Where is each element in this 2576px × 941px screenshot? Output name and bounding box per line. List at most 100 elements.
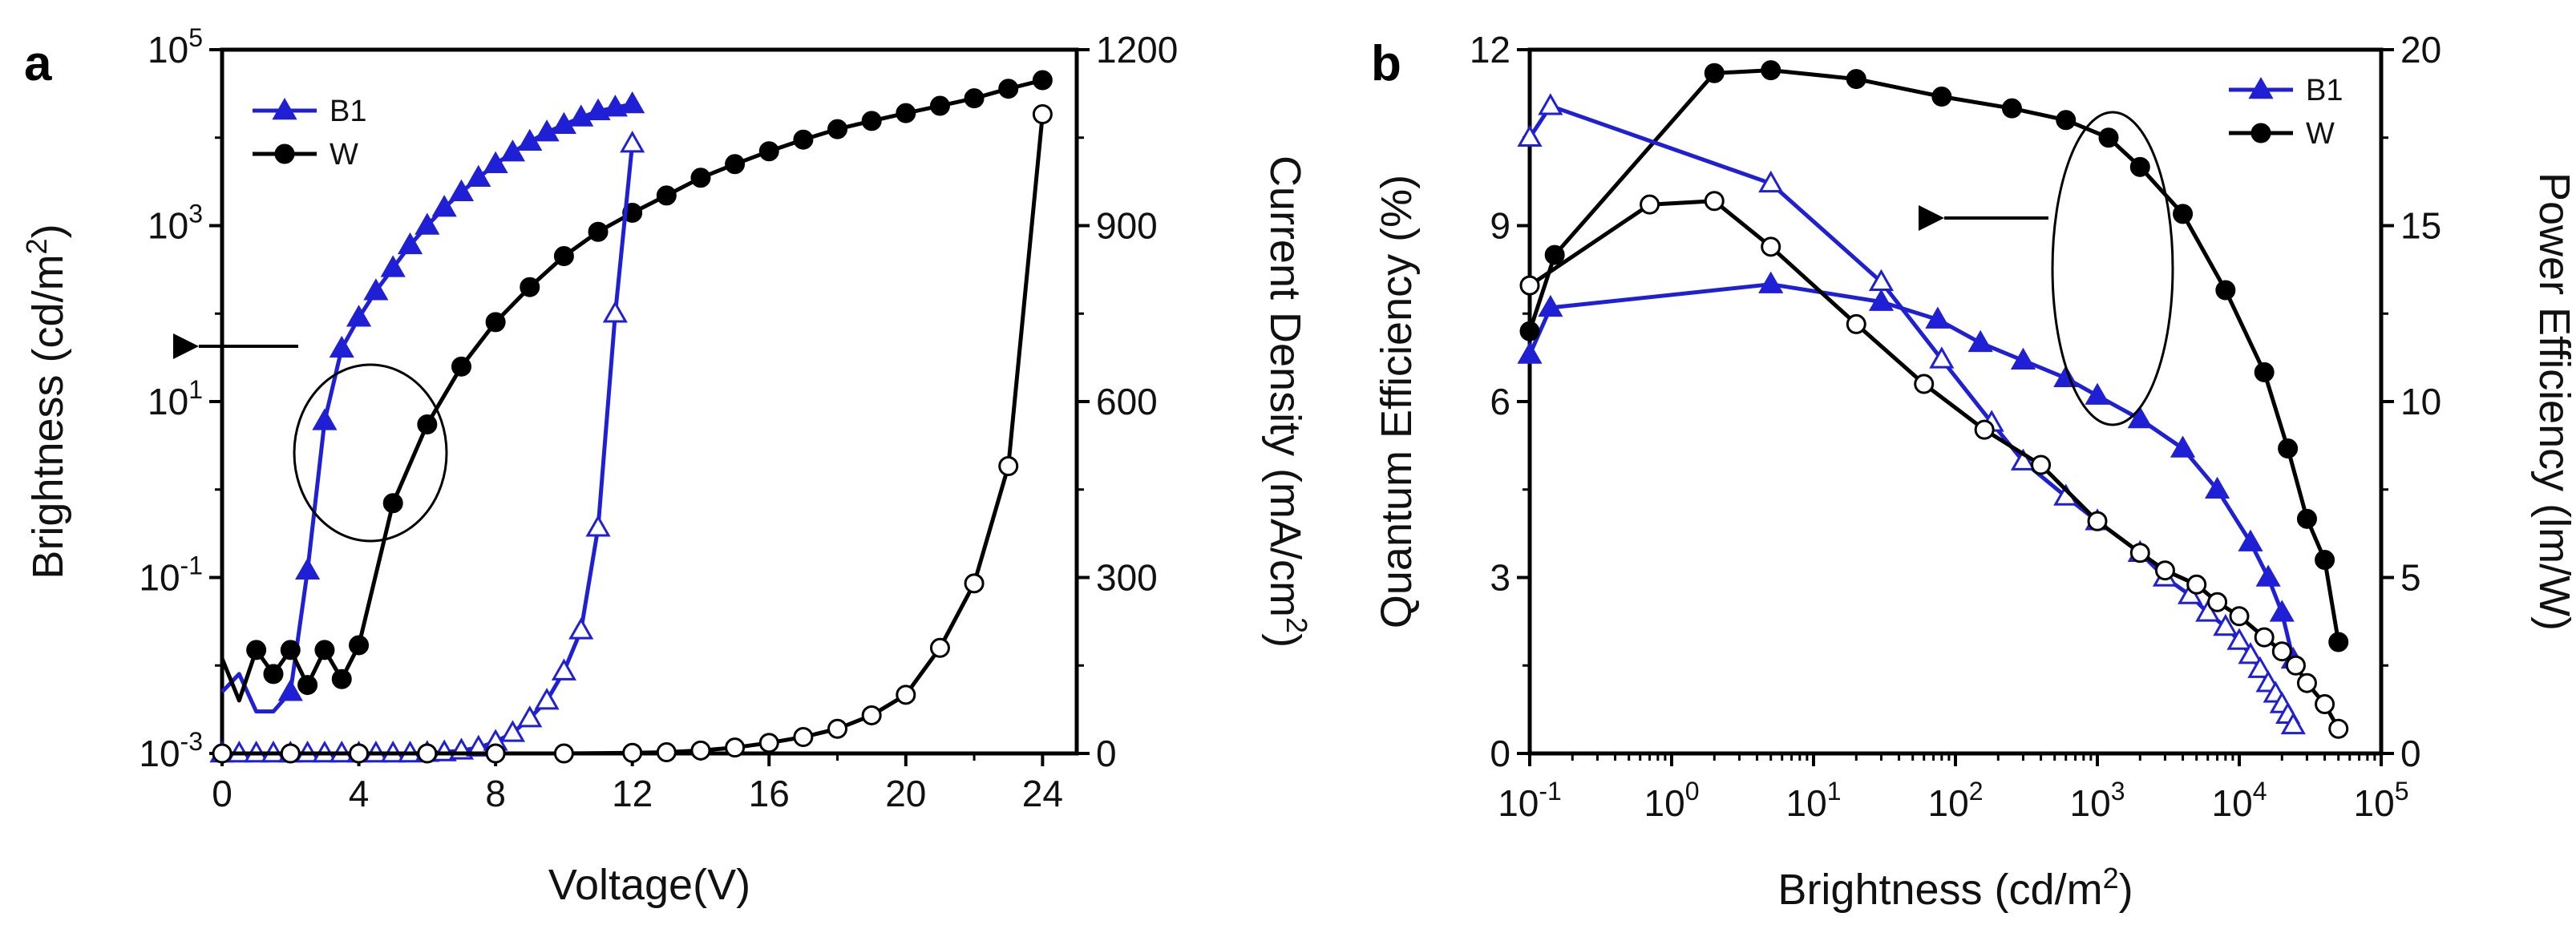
y-right-tick-label-b: 0 <box>2400 733 2421 774</box>
data-point-b-1 <box>1704 63 1725 83</box>
data-point-b-2 <box>2280 712 2306 735</box>
y-left-axis-title-a: Brightness (cd/m2) <box>20 224 72 579</box>
x-tick-label-a: 24 <box>1022 773 1063 814</box>
series-b-1 <box>1519 60 2349 652</box>
x-tick-label-a: 16 <box>749 773 790 814</box>
legend-label-b: B1 <box>2306 74 2343 107</box>
data-point-a-2 <box>517 705 543 728</box>
data-point-b-2 <box>1538 93 1563 115</box>
data-point-a-3 <box>861 705 882 725</box>
data-point-a-2 <box>431 739 457 761</box>
x-tick-label-b: 101 <box>1786 777 1842 824</box>
data-point-b-3 <box>2328 718 2349 739</box>
data-point-a-0 <box>363 278 389 301</box>
data-point-b-1 <box>2098 127 2119 148</box>
data-point-a-1 <box>314 640 335 660</box>
y-left-axis-title-b: Quantum Efficiency (%) <box>1373 175 1421 628</box>
data-point-a-1 <box>793 129 814 150</box>
data-point-a-1 <box>929 95 950 116</box>
data-point-a-0 <box>346 305 372 327</box>
data-point-a-3 <box>690 740 711 761</box>
data-point-b-1 <box>2296 508 2317 529</box>
data-point-a-1 <box>263 664 284 685</box>
data-point-b-3 <box>2271 641 2292 662</box>
x-tick-label-a: 12 <box>612 773 653 814</box>
data-point-a-0 <box>534 119 560 142</box>
data-point-a-0 <box>397 232 423 255</box>
data-point-b-1 <box>1544 244 1565 265</box>
data-point-a-1 <box>246 640 267 660</box>
highlight-ellipse-a <box>293 363 448 543</box>
data-point-a-1 <box>451 356 471 377</box>
data-point-a-2 <box>568 617 594 640</box>
data-point-b-0 <box>2269 600 2295 622</box>
data-point-a-0 <box>585 98 611 120</box>
panel-a-label: a <box>24 36 52 91</box>
x-tick-label-b: 100 <box>1644 777 1700 824</box>
data-point-b-0 <box>1758 271 1784 293</box>
y-left-tick-label-b: 9 <box>1490 205 1510 247</box>
x-axis-title-b: Brightness (cd/m2) <box>1777 862 2133 914</box>
x-tick-label-b: 103 <box>2070 777 2125 824</box>
data-point-a-1 <box>297 675 318 696</box>
data-point-a-1 <box>725 154 746 175</box>
data-point-a-1 <box>485 312 506 333</box>
data-point-a-1 <box>827 119 848 139</box>
data-point-b-1 <box>2328 632 2349 652</box>
data-point-b-1 <box>2001 98 2022 119</box>
data-point-a-3 <box>827 718 848 739</box>
data-point-a-1 <box>417 414 438 434</box>
data-point-b-0 <box>1517 341 1543 364</box>
data-point-b-3 <box>1974 419 1995 440</box>
data-point-a-3 <box>553 743 574 764</box>
x-tick-label-a: 20 <box>885 773 926 814</box>
y-left-tick-label-a: 10-1 <box>139 551 203 599</box>
data-point-b-3 <box>2296 672 2317 693</box>
y-left-tick-label-b: 0 <box>1490 733 1510 774</box>
data-point-b-0 <box>1868 289 1895 311</box>
legend-marker-a <box>274 143 295 164</box>
data-point-a-3 <box>896 685 916 705</box>
data-point-b-2 <box>2226 628 2252 650</box>
data-point-b-3 <box>1914 374 1935 394</box>
data-point-a-1 <box>382 493 403 514</box>
data-point-a-3 <box>656 742 677 763</box>
data-point-b-3 <box>1761 236 1781 257</box>
series-line-a-1 <box>220 78 1044 703</box>
data-point-a-3 <box>725 737 746 758</box>
data-point-a-1 <box>1032 70 1053 91</box>
y-left-tick-label-a: 10-3 <box>139 727 203 774</box>
data-point-a-2 <box>602 301 628 323</box>
data-point-b-3 <box>1519 275 1540 296</box>
data-point-a-3 <box>417 743 438 764</box>
data-point-b-3 <box>2207 592 2228 612</box>
legend-marker-a <box>272 97 297 120</box>
y-right-tick-label-b: 5 <box>2400 557 2421 599</box>
data-point-b-1 <box>2278 438 2299 459</box>
data-point-a-3 <box>929 637 950 658</box>
data-point-b-0 <box>2204 476 2230 499</box>
y-right-tick-label-b: 20 <box>2400 29 2441 71</box>
data-point-a-0 <box>380 255 406 277</box>
data-point-b-3 <box>2129 543 2150 563</box>
data-point-a-3 <box>998 455 1019 476</box>
data-point-a-1 <box>349 635 370 656</box>
data-point-a-1 <box>656 185 677 206</box>
legend-a: B1 W <box>253 95 366 172</box>
panel-b-label: b <box>1371 36 1401 91</box>
y-right-axis-title-a: Current Density (mA/cm2) <box>1261 155 1313 648</box>
data-point-a-0 <box>499 139 526 162</box>
y-right-tick-label-a: 600 <box>1096 381 1158 422</box>
data-point-b-3 <box>1846 313 1866 334</box>
data-point-a-3 <box>793 727 814 748</box>
data-point-b-2 <box>2238 642 2263 664</box>
data-point-a-0 <box>329 335 354 358</box>
data-point-a-3 <box>280 743 301 764</box>
data-point-a-1 <box>553 246 574 267</box>
data-point-b-2 <box>1517 124 1543 147</box>
data-point-a-3 <box>758 733 779 753</box>
series-b-2 <box>1517 93 2306 735</box>
panel-b: b 10-1 100 101 102 103 104 10503691205101520Br… <box>1371 29 2576 914</box>
y-right-tick-label-a: 300 <box>1096 557 1158 599</box>
series-a-3 <box>212 103 1053 764</box>
